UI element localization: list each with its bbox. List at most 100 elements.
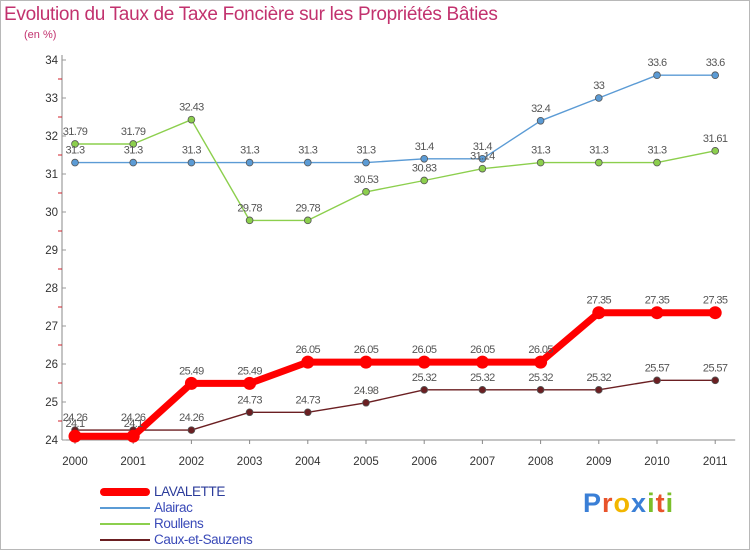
- data-label-caux-et-sauzens: 24.73: [296, 394, 321, 406]
- data-point-roullens: [711, 147, 719, 155]
- data-label-caux-et-sauzens: 25.57: [645, 362, 670, 374]
- data-point-roullens: [187, 115, 196, 124]
- chart-axes: 24 25 26 27 28 29 30 31 32 33 34 2000 2001 2002 2003 20…: [45, 55, 736, 468]
- data-point-roullens: [478, 164, 487, 173]
- x-tick-label: 2001: [120, 456, 146, 468]
- y-tick-label: 28: [45, 283, 58, 295]
- legend-label-caux-et-sauzens: Caux-et-Sauzens: [154, 532, 253, 547]
- data-label-roullens: 31.79: [63, 126, 88, 138]
- chart-subtitle: (en %): [24, 29, 57, 41]
- legend-label-lavalette: LAVALETTE: [154, 484, 225, 499]
- data-label-roullens: 31.3: [647, 145, 666, 157]
- x-tick-label: 2011: [703, 456, 728, 468]
- data-point-roullens: [653, 158, 661, 167]
- data-point-roullens: [129, 140, 138, 148]
- data-point-roullens: [536, 158, 545, 167]
- y-tick-label: 34: [45, 55, 58, 67]
- data-label-roullens: 31.79: [121, 126, 146, 138]
- x-tick-label: 2010: [644, 456, 670, 468]
- series-line-roullens: [74, 118, 716, 222]
- data-point-alairac: [711, 71, 719, 79]
- data-label-lavalette: 26.05: [470, 344, 495, 356]
- data-label-alairac: 31.3: [124, 145, 143, 157]
- series-alairac: [71, 71, 719, 167]
- data-label-alairac: 31.3: [182, 145, 201, 157]
- series-line-lavalette: [71, 309, 719, 440]
- data-point-roullens: [420, 176, 429, 185]
- x-tick-label: 2004: [295, 456, 321, 468]
- data-point-alairac: [653, 71, 661, 79]
- x-tick-label: 2009: [586, 456, 612, 468]
- legend-swatch-caux-et-sauzens: [100, 539, 150, 541]
- data-label-lavalette: 25.49: [179, 365, 204, 377]
- data-label-alairac: 31.3: [298, 145, 317, 157]
- data-labels: 24.1 24.1 25.49 25.49 26.05 26.05 26.05 26.05 26…: [63, 57, 729, 430]
- data-label-lavalette: 26.05: [528, 344, 553, 356]
- y-tick-label: 31: [45, 169, 58, 181]
- data-label-caux-et-sauzens: 25.32: [528, 372, 553, 384]
- logo-letter: t: [655, 488, 666, 518]
- data-label-caux-et-sauzens: 24.26: [121, 412, 146, 424]
- data-point-caux-et-sauzens: [594, 386, 603, 394]
- data-point-caux-et-sauzens: [303, 408, 312, 417]
- data-label-alairac: 32.4: [531, 103, 550, 115]
- data-point-lavalette: [650, 306, 664, 320]
- data-label-alairac: 31.3: [65, 145, 84, 157]
- data-label-caux-et-sauzens: 25.32: [587, 372, 612, 384]
- data-point-alairac: [245, 158, 254, 167]
- data-label-alairac: 31.3: [240, 145, 259, 157]
- data-point-alairac: [303, 158, 312, 167]
- legend-label-roullens: Roullens: [154, 516, 204, 531]
- y-tick-label: 30: [45, 207, 58, 219]
- data-point-caux-et-sauzens: [478, 386, 487, 394]
- data-point-alairac: [420, 155, 429, 163]
- data-point-caux-et-sauzens: [245, 408, 254, 417]
- data-point-caux-et-sauzens: [536, 386, 545, 394]
- data-point-lavalette: [301, 355, 315, 369]
- legend-swatch-lavalette: [100, 488, 150, 496]
- x-tick-label: 2005: [353, 456, 379, 468]
- x-tick-label: 2007: [470, 456, 496, 468]
- data-point-roullens: [303, 216, 312, 225]
- legend-swatch-roullens: [100, 523, 150, 525]
- data-label-caux-et-sauzens: 24.98: [354, 385, 379, 397]
- data-label-caux-et-sauzens: 25.57: [703, 362, 728, 374]
- data-label-lavalette: 26.05: [296, 344, 321, 356]
- data-label-lavalette: 24.1: [124, 418, 143, 430]
- series-line-alairac: [74, 74, 716, 164]
- data-point-roullens: [245, 216, 254, 225]
- data-label-roullens: 29.78: [237, 202, 262, 214]
- data-point-alairac: [187, 158, 196, 167]
- x-tick-label: 2003: [237, 456, 263, 468]
- data-label-alairac: 33.6: [647, 57, 666, 69]
- data-point-alairac: [362, 158, 370, 167]
- data-point-lavalette: [243, 376, 257, 390]
- data-point-lavalette: [68, 429, 82, 443]
- chart-title: Evolution du Taux de Taxe Foncière sur l…: [4, 4, 498, 25]
- data-label-caux-et-sauzens: 24.73: [237, 394, 262, 406]
- data-point-lavalette: [475, 355, 489, 369]
- data-point-roullens: [594, 158, 603, 167]
- data-point-caux-et-sauzens: [187, 426, 196, 434]
- y-tick-label: 27: [45, 321, 58, 333]
- data-point-lavalette: [184, 376, 198, 390]
- x-tick-label: 2008: [528, 456, 554, 468]
- data-point-alairac: [71, 158, 79, 167]
- x-tick-label: 2000: [62, 456, 88, 468]
- data-point-lavalette: [708, 306, 722, 320]
- data-point-roullens: [71, 140, 79, 148]
- data-label-roullens: 31.3: [589, 145, 608, 157]
- data-label-roullens: 32.43: [179, 102, 204, 114]
- series-lavalette: [68, 306, 722, 443]
- logo-letter: P: [583, 488, 603, 518]
- data-point-lavalette: [126, 429, 140, 443]
- data-label-alairac: 31.4: [473, 141, 492, 153]
- y-tick-label: 32: [45, 131, 58, 143]
- data-label-caux-et-sauzens: 24.26: [63, 412, 88, 424]
- y-tick-label: 29: [45, 245, 58, 257]
- data-label-roullens: 29.78: [296, 202, 321, 214]
- legend-swatch-alairac: [100, 507, 150, 509]
- data-label-alairac: 33.6: [706, 57, 725, 69]
